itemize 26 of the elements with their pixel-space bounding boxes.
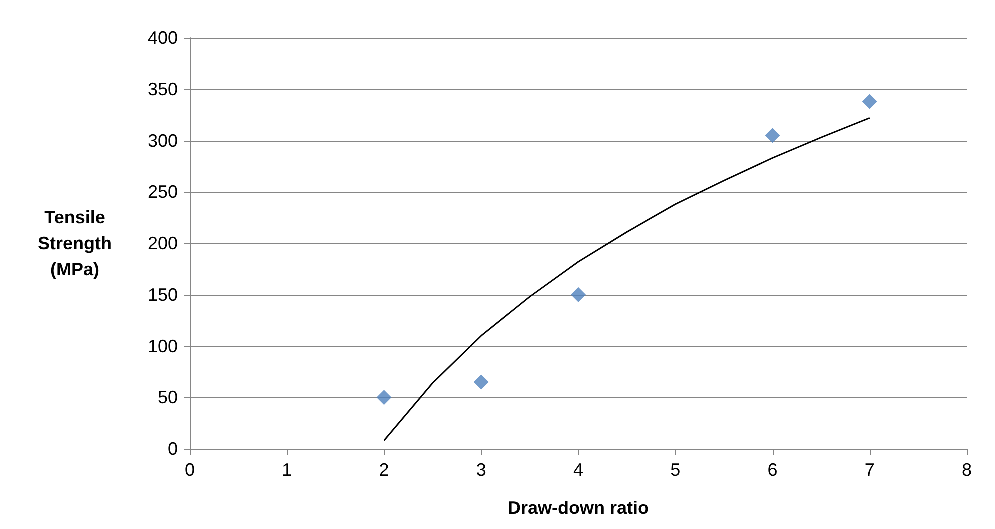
y-tick-label: 200 — [148, 234, 178, 254]
x-tick-label: 8 — [962, 460, 972, 480]
point — [474, 374, 489, 390]
x-tick-label: 3 — [476, 460, 486, 480]
x-tick-label: 5 — [670, 460, 681, 480]
y-tick-label: 400 — [148, 28, 178, 48]
point — [376, 390, 392, 406]
y-tick-label: 350 — [148, 79, 178, 100]
x-tick-label: 7 — [864, 460, 875, 480]
point — [765, 128, 780, 144]
line-series — [384, 117, 871, 442]
y-tick-label: 50 — [158, 388, 178, 408]
point — [862, 94, 878, 110]
x-axis-title: Draw-down ratio — [508, 498, 650, 518]
x-tick-label: 2 — [379, 460, 390, 480]
x-tick-label: 4 — [573, 460, 584, 480]
point — [571, 287, 586, 302]
y-tick-label: 250 — [148, 182, 178, 202]
x-tick-label: 1 — [282, 460, 292, 480]
y-tick-label: 100 — [148, 336, 178, 356]
y-tick-label: 150 — [148, 284, 178, 305]
y-tick-label: 0 — [168, 439, 178, 459]
x-tick-label: 0 — [184, 460, 196, 480]
x-tick-label: 6 — [768, 460, 778, 480]
y-tick-label: 300 — [148, 130, 178, 151]
y-axis-title: Tensile Strength (MPa) — [38, 208, 112, 280]
